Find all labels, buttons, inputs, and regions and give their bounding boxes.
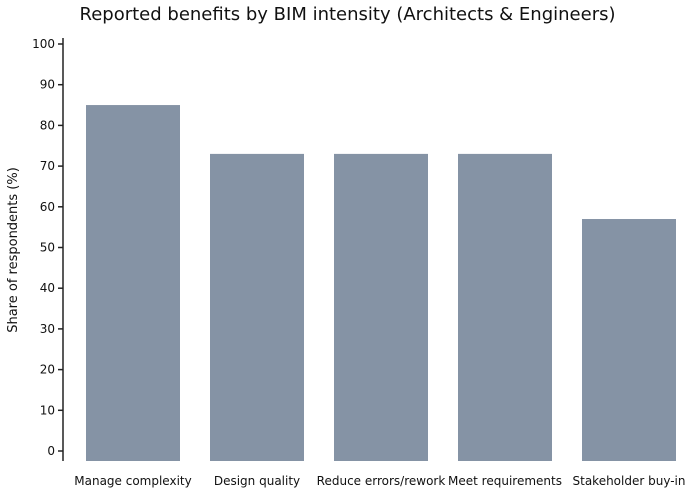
y-tick-label: 70 bbox=[40, 159, 55, 173]
y-tick-label: 80 bbox=[40, 118, 55, 132]
y-tick-label: 30 bbox=[40, 322, 55, 336]
y-tick-label: 20 bbox=[40, 363, 55, 377]
bar bbox=[458, 153, 552, 461]
y-tick-label: 100 bbox=[32, 37, 55, 51]
y-tick-label: 50 bbox=[40, 241, 55, 255]
chart-title: Reported benefits by BIM intensity (Arch… bbox=[79, 4, 616, 25]
x-tick-label: Meet requirements bbox=[448, 474, 562, 488]
x-tick-label: Stakeholder buy-in bbox=[573, 474, 686, 488]
x-tick-label: Reduce errors/rework bbox=[317, 474, 446, 488]
bar bbox=[210, 153, 304, 461]
y-tick-label: 60 bbox=[40, 200, 55, 214]
bar bbox=[86, 105, 180, 462]
bar bbox=[582, 219, 676, 461]
bar bbox=[334, 153, 428, 461]
y-axis-label: Share of respondents (%) bbox=[6, 167, 21, 333]
y-tick-label: 0 bbox=[47, 444, 55, 458]
y-tick-label: 10 bbox=[40, 403, 55, 417]
x-tick-label: Design quality bbox=[214, 474, 300, 488]
y-tick-label: 40 bbox=[40, 281, 55, 295]
x-tick-label: Manage complexity bbox=[74, 474, 191, 488]
y-tick-label: 90 bbox=[40, 78, 55, 92]
